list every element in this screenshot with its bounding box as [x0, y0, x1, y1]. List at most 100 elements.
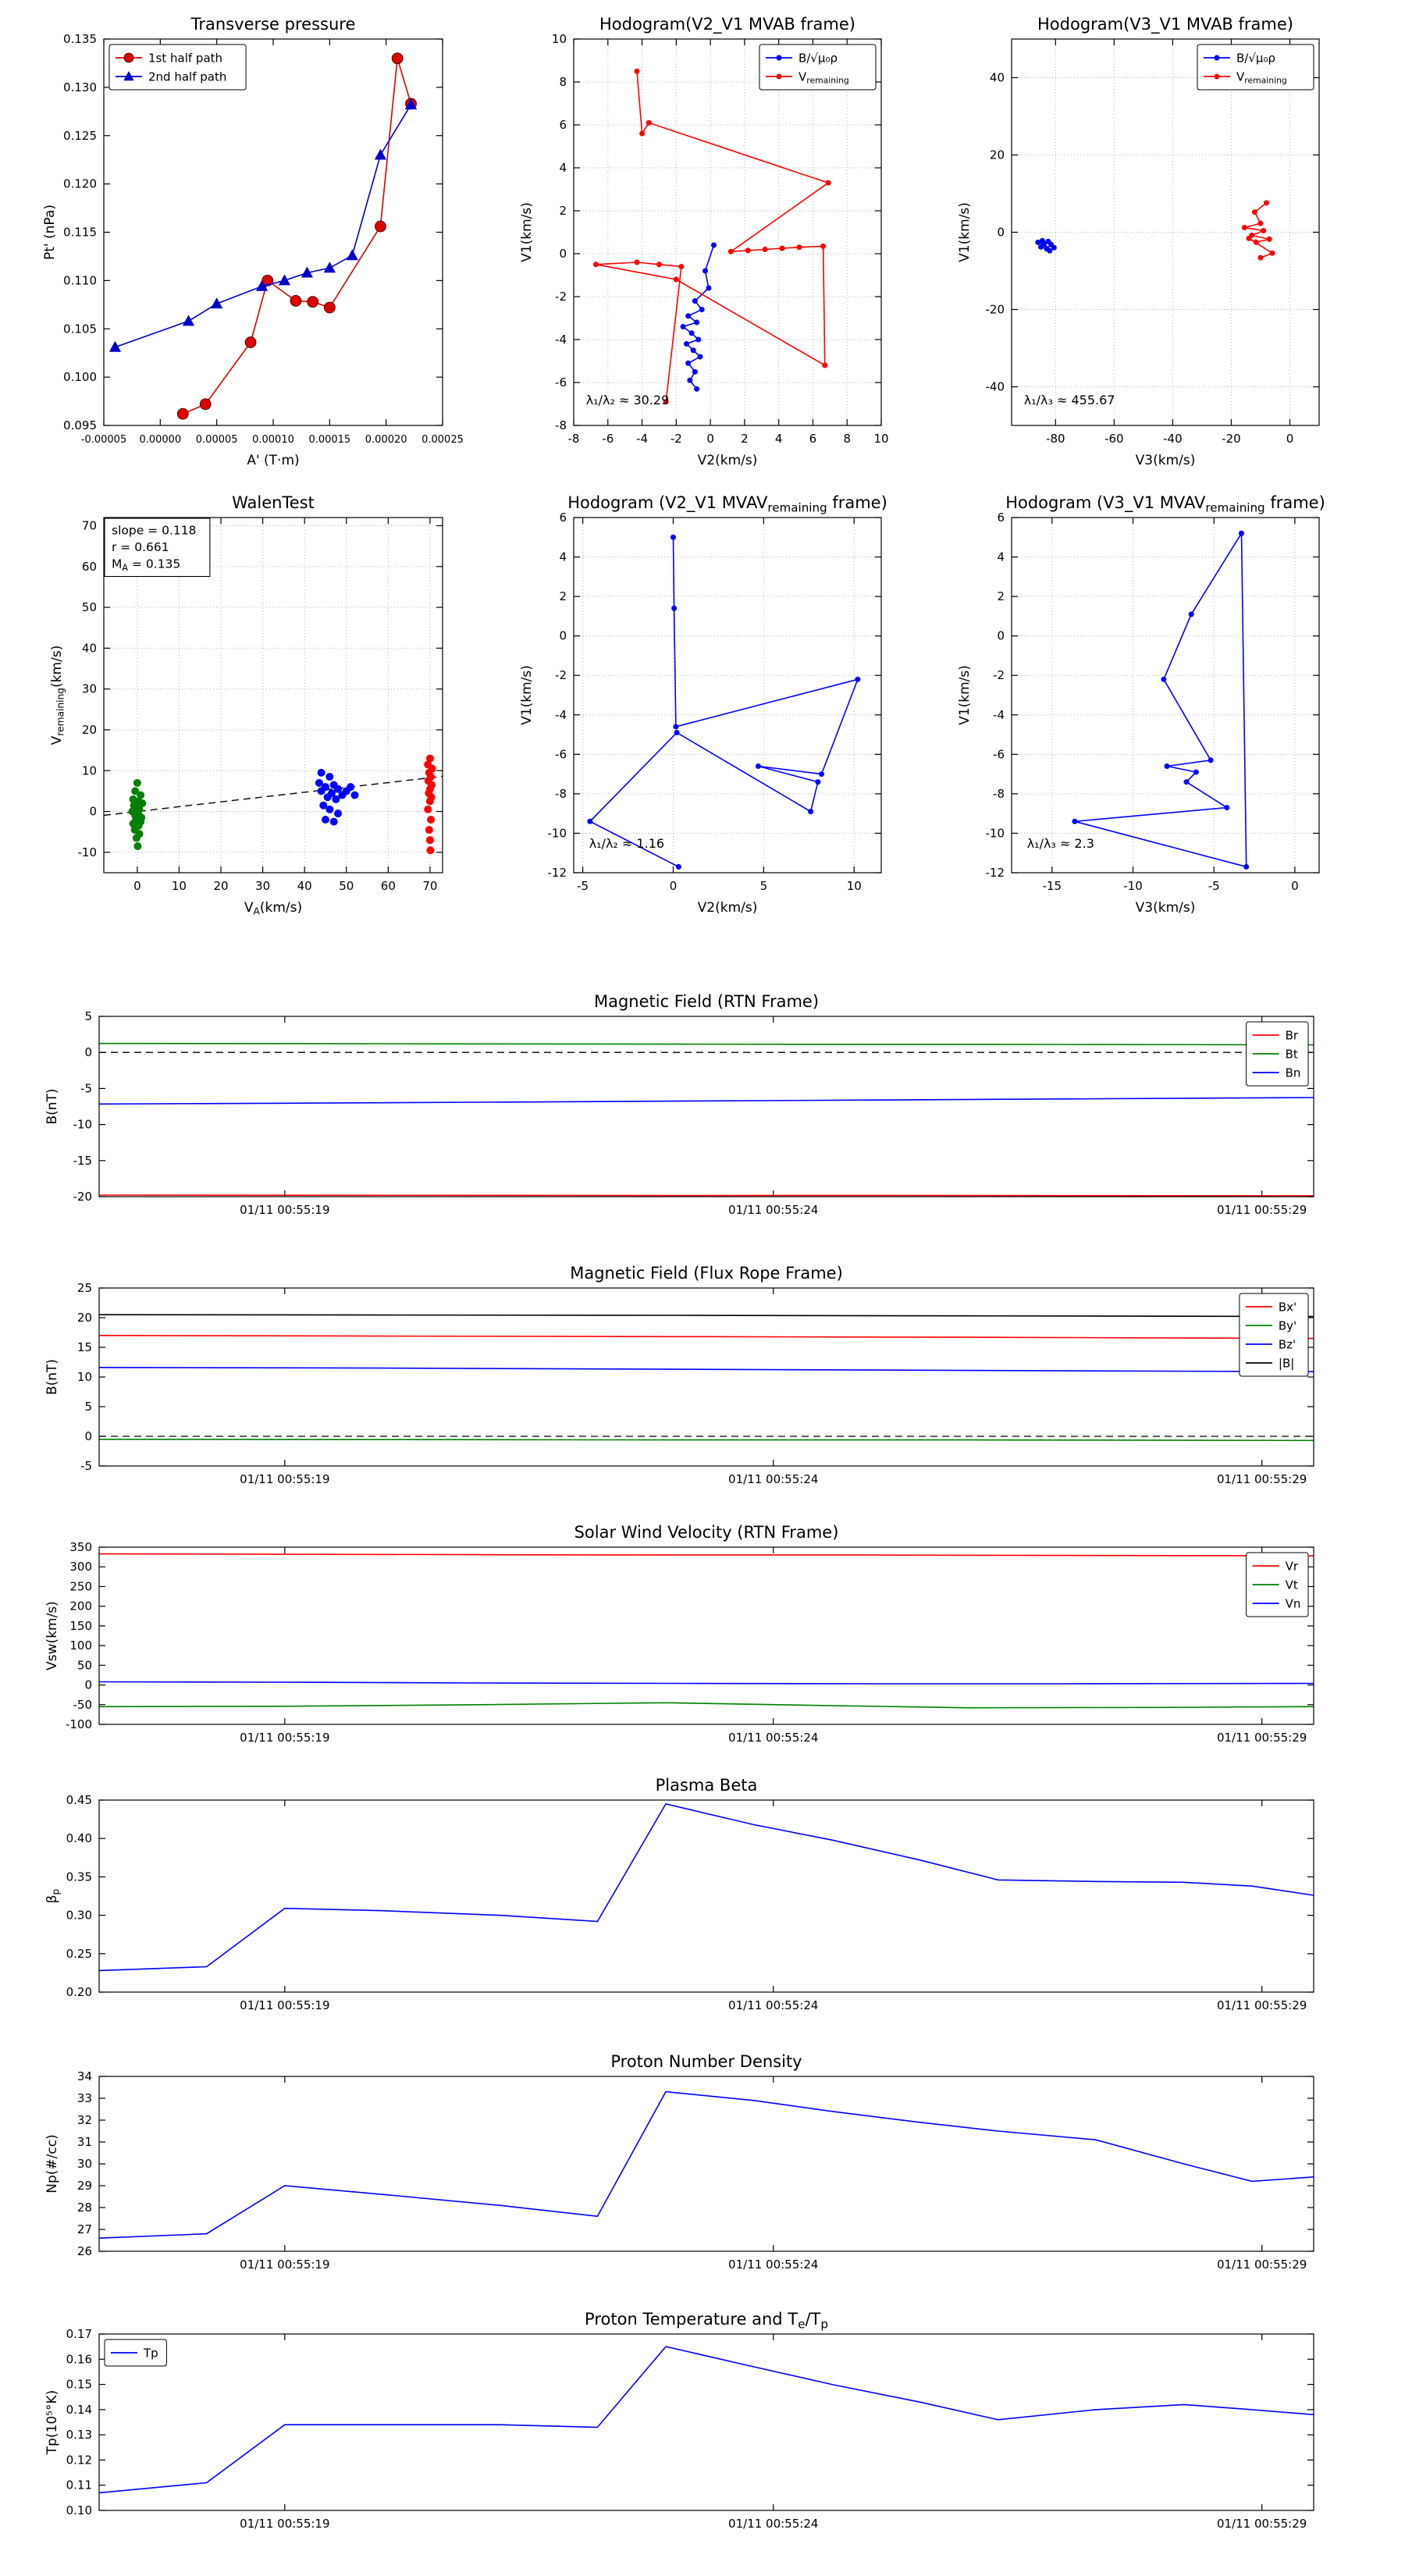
y-tick-label: 20 [990, 148, 1005, 162]
x-tick-label: 01/11 00:55:29 [1217, 1731, 1307, 1745]
series-line [98, 1314, 1314, 1318]
marker-circle [391, 52, 404, 65]
y-tick-label: 200 [69, 1599, 92, 1614]
series-vt [98, 1702, 1314, 1709]
y-tick-label: 0.16 [66, 2352, 92, 2366]
marker-triangle [278, 274, 291, 286]
series-beta-p [98, 1802, 1314, 1972]
x-tick-label: -2 [670, 432, 682, 446]
annotation-text: λ₁/λ₃ ≈ 2.3 [1027, 836, 1094, 851]
series-line [98, 1194, 1314, 1197]
marker-dot [675, 863, 681, 870]
y-tick-label: 50 [82, 600, 97, 614]
x-tick-label: 2 [741, 432, 749, 446]
y-tick-label: 15 [77, 1340, 92, 1354]
marker-dot [680, 324, 686, 329]
y-tick-label: -5 [80, 1459, 92, 1473]
marker-dot [699, 307, 705, 312]
series-line [98, 2090, 1314, 2239]
y-axis-label: Pt' (nPa) [42, 205, 58, 260]
marker-point [315, 778, 323, 787]
chart-solar-wind-velocity: 01/11 00:55:19 01/11 00:55:24 01/11 00:55:… [44, 1523, 1314, 1745]
x-axis-label: V2(km/s) [698, 453, 758, 468]
marker-dot [1241, 225, 1247, 231]
y-tick-label: 20 [77, 1311, 92, 1325]
y-tick-label: 0.35 [66, 1870, 92, 1884]
plot-background [104, 39, 443, 425]
chart-title: Proton Temperature and Te/Tp [585, 2310, 828, 2332]
y-tick-label: 5 [84, 1400, 92, 1414]
y-tick-label: 150 [69, 1619, 92, 1633]
series-2nd-half-path [108, 98, 418, 352]
y-tick-label: 0.125 [63, 129, 97, 143]
y-tick-label: 0.11 [66, 2478, 92, 2492]
legend: B/√μ₀ρ Vremaining [759, 44, 877, 91]
marker-dot [592, 262, 599, 268]
marker-dot [710, 242, 717, 248]
axes-frame [98, 1016, 1314, 1197]
x-tick-label: 01/11 00:55:24 [728, 1203, 818, 1217]
y-tick-label: -4 [555, 708, 567, 722]
legend: Vr Vt Vn [1246, 1552, 1309, 1617]
series-middle-points [315, 768, 359, 826]
chart-title: Magnetic Field (RTN Frame) [594, 992, 819, 1011]
x-tick-label: -8 [568, 432, 580, 446]
y-tick-label: 2 [559, 204, 567, 218]
series-bn [98, 1097, 1314, 1105]
series-tp [98, 2346, 1314, 2494]
y-tick-label: -20 [73, 1190, 93, 1204]
y-tick-label: 29 [77, 2179, 92, 2193]
y-axis-label: Tp(10⁵°K) [44, 2390, 60, 2456]
x-tick-label: -4 [636, 432, 648, 446]
y-tick-label: -10 [548, 826, 567, 840]
y-axis-label: B(nT) [44, 1359, 60, 1395]
x-tick-label: -5 [1208, 879, 1220, 893]
marker-dot [690, 347, 696, 354]
marker-dot [1269, 250, 1275, 256]
marker-dot [819, 771, 825, 777]
series-last-points [424, 754, 436, 855]
chart-title: Hodogram (V2_V1 MVAVremaining frame) [567, 493, 887, 515]
y-tick-label: 10 [77, 1370, 92, 1384]
legend: Br Bt Bn [1246, 1021, 1309, 1087]
series-line [98, 1553, 1314, 1557]
x-tick-label: 01/11 00:55:29 [1217, 2258, 1307, 2272]
series-line [115, 104, 412, 348]
series-line [98, 1681, 1314, 1685]
y-axis-label: Np(#/cc) [44, 2134, 60, 2193]
chart-hodogram-v2v1-mvab: -8 -6 -4 -2 0 2 4 6 8 10 -8 -6 -4 -2 0 2 4 6 8 10 Hodogram(V… [519, 15, 889, 468]
series--b- [98, 1314, 1314, 1318]
axes-frame [573, 517, 882, 873]
marker-dot [639, 130, 646, 137]
series-line [98, 1367, 1314, 1372]
x-tick-label: 01/11 00:55:19 [240, 1472, 329, 1486]
y-tick-label: 350 [69, 1540, 92, 1554]
y-tick-label: 30 [77, 2157, 92, 2171]
chart-title: Hodogram(V3_V1 MVAB frame) [1037, 15, 1293, 34]
marker-dot [855, 676, 861, 682]
marker-dot [1188, 611, 1194, 617]
series-line [98, 1042, 1314, 1046]
y-tick-label: 0.40 [66, 1831, 92, 1845]
axes-frame [573, 38, 882, 426]
series-v-path [587, 534, 861, 870]
marker-dot [1238, 530, 1244, 536]
y-tick-label: -20 [986, 303, 1005, 317]
y-tick-label: 0 [84, 1045, 92, 1059]
y-tick-label: 5 [84, 1009, 92, 1023]
marker-dot [1253, 239, 1259, 245]
x-tick-label: -60 [1104, 432, 1124, 446]
marker-point [425, 754, 434, 763]
marker-point [133, 842, 142, 851]
y-tick-label: 0.105 [63, 322, 97, 336]
x-tick-label: -40 [1163, 432, 1183, 446]
marker-dot [745, 247, 751, 254]
legend-label: B/√μ₀ρ [1236, 51, 1275, 65]
marker-dot [1257, 220, 1264, 226]
marker-dot [695, 336, 702, 343]
y-tick-label: 6 [559, 511, 567, 525]
y-tick-label: -2 [555, 668, 567, 682]
marker-point [334, 809, 343, 818]
chart-proton-temperature: 01/11 00:55:19 01/11 00:55:24 01/11 00:55:… [44, 2310, 1314, 2531]
